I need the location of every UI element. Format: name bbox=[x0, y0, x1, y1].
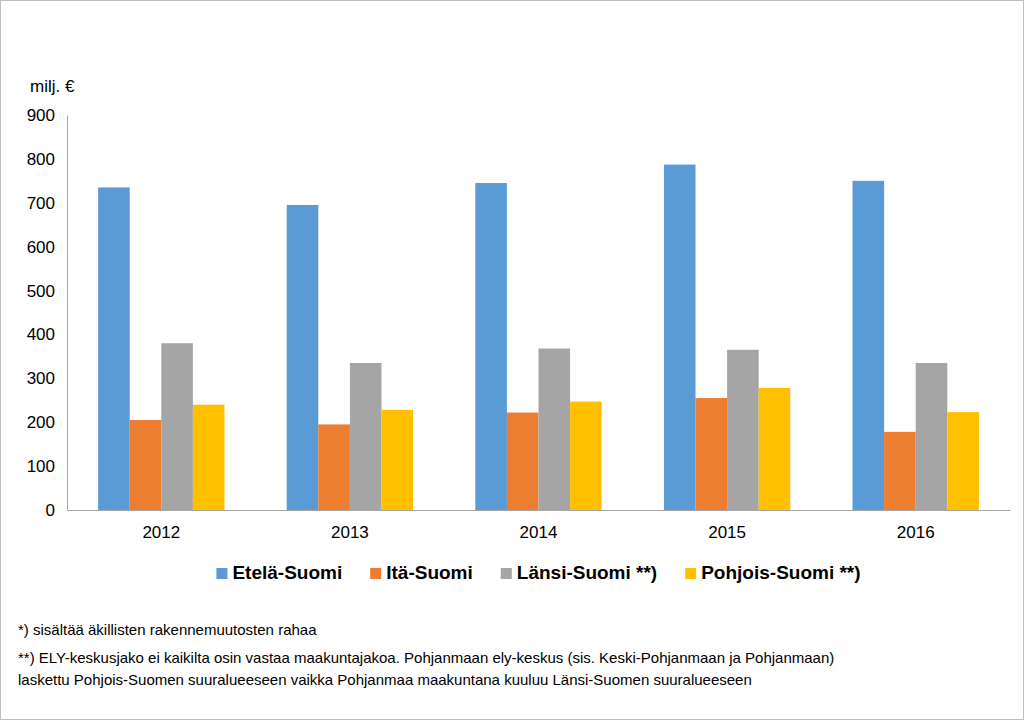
footnotes: *) sisältää äkillisten rakennemuutosten … bbox=[18, 621, 834, 688]
tick-label: 100 bbox=[27, 457, 55, 476]
legend-swatch bbox=[216, 568, 227, 579]
bar bbox=[727, 350, 759, 510]
bar bbox=[161, 343, 193, 510]
tick: 400 bbox=[27, 325, 67, 344]
axis-line bbox=[68, 510, 1011, 511]
tick-label: 700 bbox=[27, 194, 55, 213]
tick: 500 bbox=[27, 281, 67, 300]
tick: 2014 bbox=[520, 510, 558, 542]
bar bbox=[664, 165, 696, 510]
bar bbox=[350, 363, 382, 510]
tick: 900 bbox=[27, 106, 67, 125]
tick-label: 900 bbox=[27, 106, 55, 125]
footnote: laskettu Pohjois-Suomen suuralueeseen va… bbox=[18, 671, 752, 688]
legend-label: Itä-Suomi bbox=[386, 562, 473, 583]
tick-label: 300 bbox=[27, 369, 55, 388]
tick-label: 2014 bbox=[520, 523, 558, 542]
bar-series bbox=[130, 398, 916, 510]
bar bbox=[884, 432, 916, 510]
tick: 100 bbox=[27, 457, 67, 476]
tick-label: 400 bbox=[27, 325, 55, 344]
legend-swatch bbox=[685, 568, 696, 579]
bar bbox=[570, 402, 602, 510]
legend-label: Etelä-Suomi bbox=[232, 562, 342, 583]
footnote: **) ELY-keskusjako ei kaikilta osin vast… bbox=[18, 649, 834, 666]
tick: 2016 bbox=[897, 510, 935, 542]
tick-label: 500 bbox=[27, 281, 55, 300]
frame bbox=[1, 1, 1024, 720]
bar bbox=[947, 412, 979, 510]
bar bbox=[696, 398, 728, 510]
legend: Etelä-Suomi Itä-Suomi Länsi-Suomi **) Pohjo… bbox=[216, 562, 860, 583]
bar bbox=[193, 405, 225, 510]
tick-label: 2015 bbox=[708, 523, 746, 542]
bar bbox=[130, 420, 162, 510]
tick: 2012 bbox=[142, 510, 180, 542]
bar-series bbox=[161, 343, 947, 510]
tick: 700 bbox=[27, 194, 67, 213]
tick-label: 2013 bbox=[331, 523, 369, 542]
bar-series bbox=[98, 165, 884, 510]
y-axis: 0 100 200 300 400 500 600 700 800 900 bbox=[27, 106, 68, 520]
tick-label: 2016 bbox=[897, 523, 935, 542]
tick-label: 600 bbox=[27, 238, 55, 257]
tick-label: 0 bbox=[46, 501, 55, 520]
legend-label: Pohjois-Suomi **) bbox=[701, 562, 860, 583]
axis-line bbox=[67, 116, 68, 511]
legend-item: Länsi-Suomi **) bbox=[501, 562, 657, 583]
bars bbox=[98, 165, 979, 510]
bar bbox=[287, 205, 319, 510]
bar bbox=[98, 187, 130, 510]
tick: 800 bbox=[27, 150, 67, 169]
legend-item: Pohjois-Suomi **) bbox=[685, 562, 860, 583]
bar bbox=[916, 363, 948, 510]
tick: 200 bbox=[27, 413, 67, 432]
bar bbox=[759, 388, 791, 510]
bar bbox=[318, 424, 350, 510]
axis-title: milj. € bbox=[30, 77, 75, 96]
tick: 600 bbox=[27, 238, 67, 257]
tick: 2015 bbox=[708, 510, 746, 542]
legend-item: Itä-Suomi bbox=[370, 562, 473, 583]
bar bbox=[507, 413, 539, 510]
legend-swatch bbox=[370, 568, 381, 579]
tick: 2013 bbox=[331, 510, 369, 542]
legend-swatch bbox=[501, 568, 512, 579]
legend-item: Etelä-Suomi bbox=[216, 562, 342, 583]
bar bbox=[475, 183, 507, 510]
bar bbox=[539, 348, 571, 510]
chart: 0 100 200 300 400 500 600 700 800 900 2012 2013 2014… bbox=[0, 0, 1024, 720]
tick-label: 800 bbox=[27, 150, 55, 169]
tick-label: 200 bbox=[27, 413, 55, 432]
bar bbox=[853, 181, 885, 510]
tick: 300 bbox=[27, 369, 67, 388]
footnote: *) sisältää äkillisten rakennemuutosten … bbox=[18, 621, 317, 638]
tick: 0 bbox=[46, 501, 67, 520]
tick-label: 2012 bbox=[142, 523, 180, 542]
x-axis: 2012 2013 2014 2015 2016 bbox=[68, 510, 1011, 542]
bar-series bbox=[193, 388, 979, 510]
bar bbox=[381, 410, 413, 510]
legend-label: Länsi-Suomi **) bbox=[517, 562, 657, 583]
